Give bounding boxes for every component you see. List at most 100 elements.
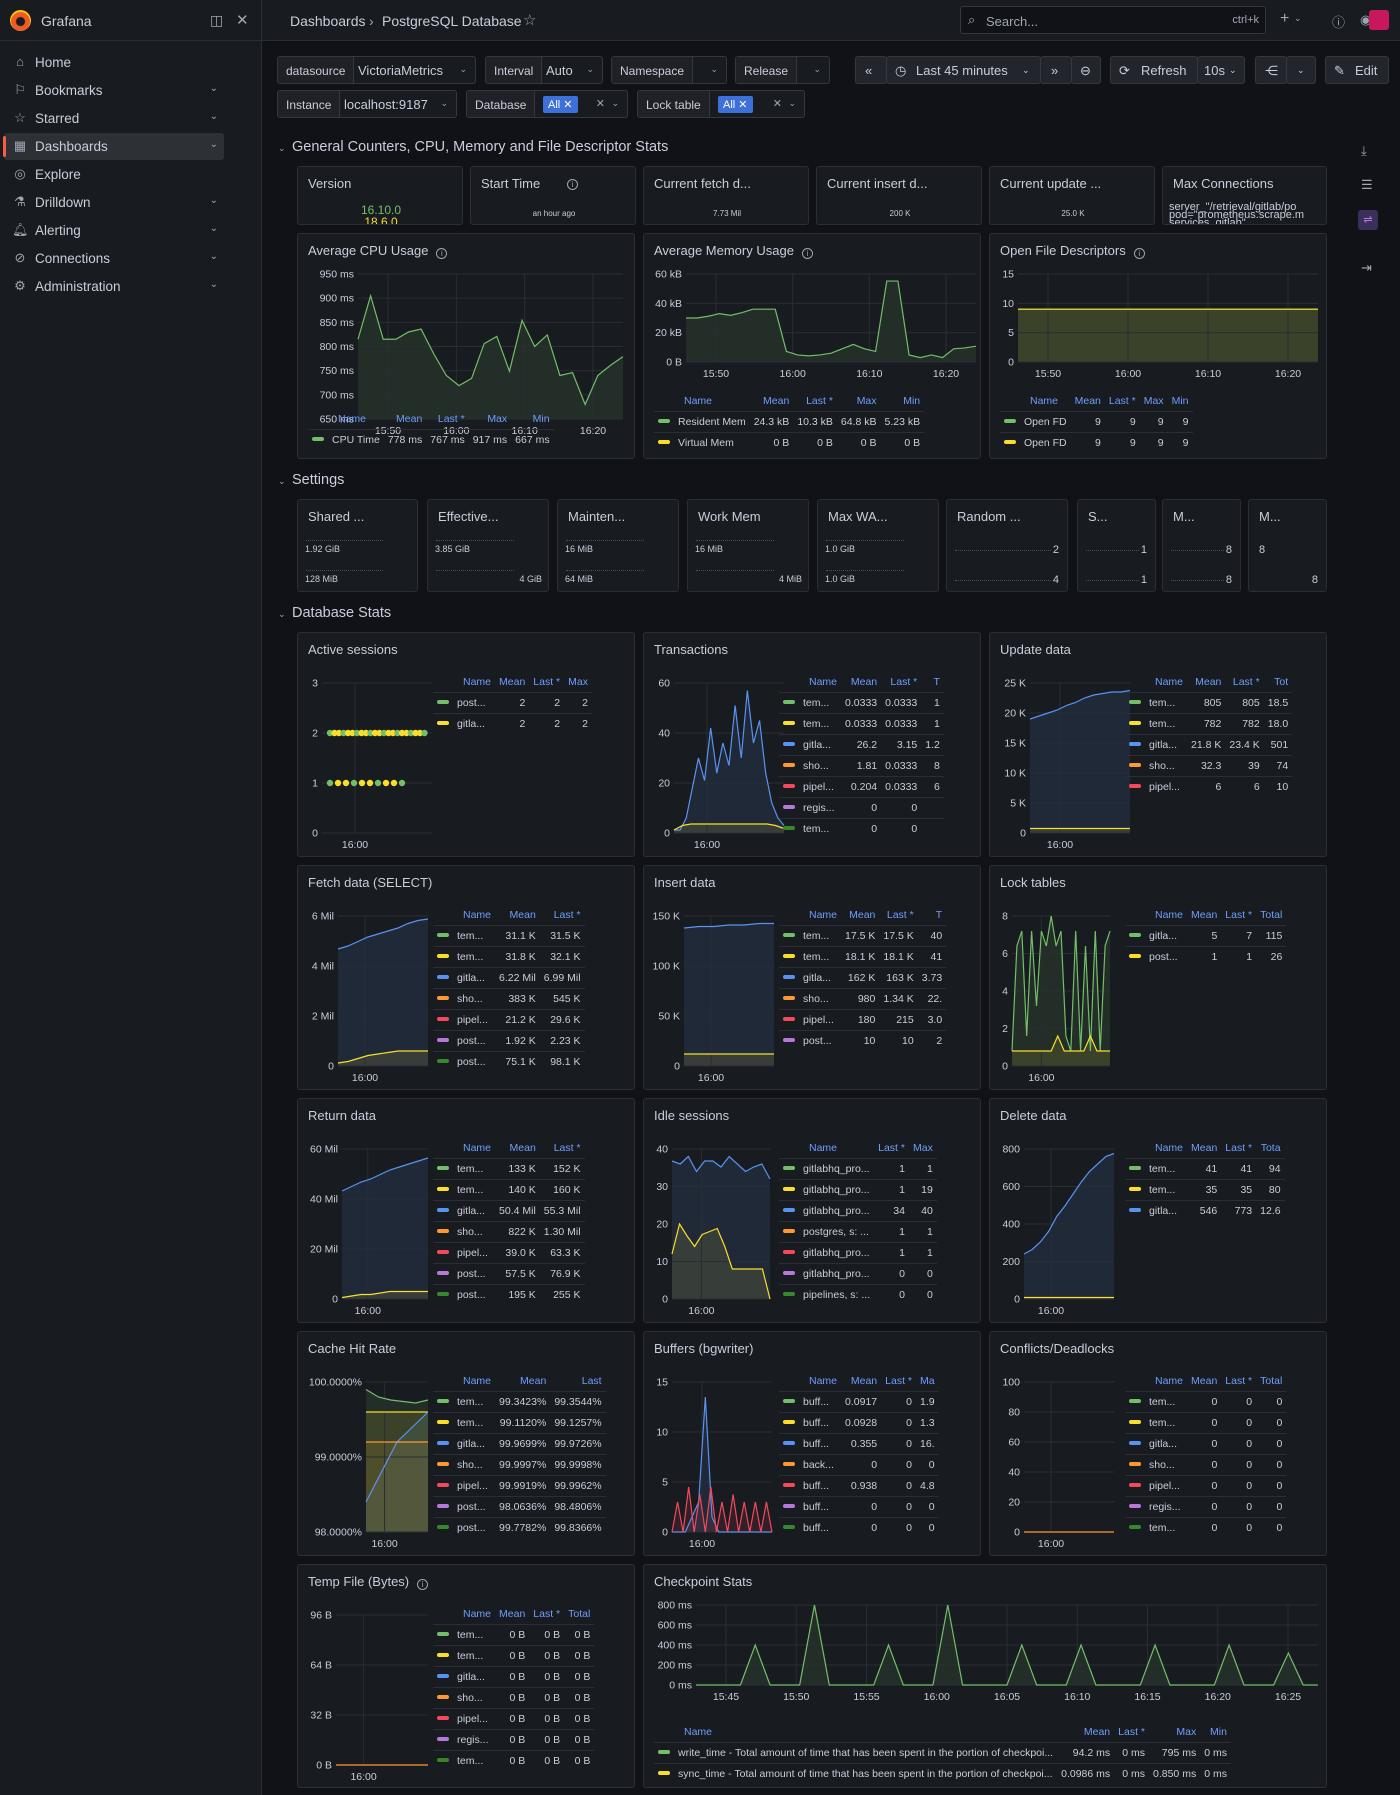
legend-row[interactable]: gitla... 6.22 Mil 6.99 Mil: [433, 966, 585, 988]
interval-picker[interactable]: Interval Auto ⌄: [485, 56, 603, 84]
panel-cpu[interactable]: Average CPU Usage i 950 ms 900 ms 850 ms 800 …: [297, 233, 635, 459]
setting-panel[interactable]: Max WA... 1.0 GiB 1.0 GiB: [817, 499, 939, 592]
export-icon[interactable]: ⤓: [1361, 143, 1367, 158]
legend-row[interactable]: gitla... 50.4 Mil 55.3 Mil: [433, 1199, 585, 1221]
legend-row[interactable]: tem... 0 0: [779, 817, 944, 839]
legend-row[interactable]: tem... 0 B 0 B 0 B: [433, 1749, 595, 1771]
share-menu-button[interactable]: ⌄: [1286, 56, 1316, 84]
info-icon[interactable]: i: [801, 248, 813, 259]
legend-row[interactable]: Virtual Mem 0 B 0 B 0 B 0 B: [654, 431, 925, 453]
setting-panel[interactable]: Work Mem 16 MiB 4 MiB: [687, 499, 809, 592]
legend-row[interactable]: gitlabhq_pro... 0 0: [779, 1262, 937, 1284]
legend-row[interactable]: pipel... 21.2 K 29.6 K: [433, 1008, 585, 1030]
legend-column-header[interactable]: Mean: [1083, 1725, 1111, 1738]
breadcrumb-dashboards[interactable]: Dashboards: [290, 13, 366, 29]
stat-panel[interactable]: Version 16.10.0 18.6.0: [297, 166, 463, 225]
legend-column-header[interactable]: Last *: [806, 394, 833, 407]
legend-row[interactable]: write_time - Total amount of time that h…: [654, 1741, 1231, 1763]
legend-row[interactable]: buff... 0.0928 0 1.3: [779, 1411, 939, 1433]
legend-row[interactable]: tem... 0 0 0: [1125, 1516, 1287, 1538]
legend-row[interactable]: post... 1.92 K 2.23 K: [433, 1029, 585, 1051]
legend-column-header[interactable]: Last *: [885, 1374, 912, 1387]
legend-row[interactable]: tem... 17.5 K 17.5 K 40: [779, 924, 947, 946]
legend-row[interactable]: tem... 0 B 0 B 0 B: [433, 1644, 595, 1666]
refresh-button[interactable]: ⟳ Refresh: [1110, 56, 1198, 84]
panel-conflicts[interactable]: Conflicts/Deadlocks 100 80 60 40 20 0 16:00 Name…: [989, 1331, 1327, 1556]
legend-column-header[interactable]: Max: [568, 675, 588, 688]
nav-bookmarks[interactable]: ⚐ Bookmarks ⌄: [4, 77, 224, 104]
database-chip[interactable]: All ✕: [543, 96, 578, 113]
legend-row[interactable]: Open FD 9 9 9 9: [1000, 410, 1193, 432]
row-dbstats[interactable]: ⌄ Database Stats: [278, 605, 391, 621]
legend-column-header[interactable]: Max: [1143, 394, 1164, 407]
legend-row[interactable]: buff... 0.938 0 4.8: [779, 1474, 939, 1496]
setting-panel[interactable]: Effective... 3.85 GiB 4 GiB: [427, 499, 549, 592]
legend-column-header[interactable]: Max: [912, 1141, 933, 1154]
legend-row[interactable]: pipel... 0 B 0 B 0 B: [433, 1707, 595, 1729]
stat-panel[interactable]: Current fetch d... 7.73 Mil: [643, 166, 809, 225]
legend-row[interactable]: tem... 133 K 152 K: [433, 1157, 585, 1179]
legend-row[interactable]: sho... 383 K 545 K: [433, 987, 585, 1009]
legend-row[interactable]: gitla... 2 2 2: [433, 712, 592, 734]
chevron-down-icon[interactable]: ⌄: [209, 223, 218, 234]
legend-column-header[interactable]: Min: [1210, 1725, 1227, 1738]
legend-column-header[interactable]: Name: [463, 1374, 492, 1387]
news-rss-icon[interactable]: ◉: [1360, 12, 1372, 27]
time-shift-back-button[interactable]: «: [855, 56, 887, 84]
legend-column-header[interactable]: Name: [1155, 1374, 1184, 1387]
legend-row[interactable]: gitla... 162 K 163 K 3.73: [779, 966, 947, 988]
legend-column-header[interactable]: Mean: [1191, 1374, 1218, 1387]
chevron-down-icon[interactable]: ⌄: [209, 139, 218, 150]
user-avatar[interactable]: [1369, 10, 1389, 30]
panel-buffers[interactable]: Buffers (bgwriter) 15 10 5 0 16:00 Name Mean Las…: [643, 1331, 981, 1556]
legend-column-header[interactable]: Mean: [509, 908, 536, 921]
panel-edit-icon[interactable]: ⇌: [1358, 210, 1378, 230]
legend-row[interactable]: sho... 0 0 0: [1125, 1453, 1287, 1475]
legend-column-header[interactable]: Max: [856, 394, 877, 407]
legend-row[interactable]: tem... 0 0 0: [1125, 1390, 1287, 1412]
legend-column-header[interactable]: Total: [568, 1607, 591, 1620]
legend-column-header[interactable]: Last *: [1225, 1374, 1253, 1387]
legend-column-header[interactable]: T: [935, 908, 943, 921]
panel-checkpoint[interactable]: Checkpoint Stats 800 ms 600 ms 400 ms 200 ms…: [643, 1564, 1327, 1788]
legend-row[interactable]: pipel... 0 0 0: [1125, 1474, 1287, 1496]
legend-row[interactable]: tem... 0.0333 0.0333 1: [779, 712, 944, 734]
legend-row[interactable]: tem... 782 782 18.0: [1125, 712, 1293, 734]
legend-row[interactable]: gitlabhq_pro... 1 19: [779, 1178, 937, 1200]
legend-row[interactable]: post... 99.7782% 99.8366%: [433, 1516, 606, 1538]
panel-fd[interactable]: Open File Descriptors i 15 10 5 0 15:50 16:00 16…: [989, 233, 1327, 459]
legend-row[interactable]: sho... 980 1.34 K 22.: [779, 987, 947, 1009]
legend-row[interactable]: pipel... 39.0 K 63.3 K: [433, 1241, 585, 1263]
info-icon[interactable]: i: [436, 248, 448, 259]
grafana-logo-icon[interactable]: [10, 10, 31, 31]
legend-column-header[interactable]: Ma: [920, 1374, 935, 1387]
panel-temp[interactable]: Temp File (Bytes) i 96 B 64 B 32 B 0 B 16:00 Na…: [297, 1564, 635, 1788]
row-general[interactable]: ⌄ General Counters, CPU, Memory and File …: [278, 139, 668, 155]
legend-column-header[interactable]: Name: [1155, 908, 1184, 921]
legend-column-header[interactable]: Mean: [850, 675, 878, 688]
legend-column-header[interactable]: Name: [1155, 1141, 1184, 1154]
panel-lock[interactable]: Lock tables 8 6 4 2 0 16:00 Name Mean Last * Total…: [989, 865, 1327, 1090]
legend-row[interactable]: gitlabhq_pro... 1 1: [779, 1157, 937, 1179]
share-button[interactable]: ⋲: [1255, 56, 1287, 84]
stat-panel[interactable]: Max Connections server_"/retrieval/gitlab…: [1162, 166, 1327, 225]
legend-row[interactable]: gitla... 99.9699% 99.9726%: [433, 1432, 606, 1454]
legend-column-header[interactable]: Mean: [1195, 675, 1222, 688]
legend-row[interactable]: tem... 35 35 80: [1125, 1178, 1285, 1200]
datasource-picker[interactable]: datasource VictoriaMetrics ⌄: [277, 56, 476, 84]
namespace-picker[interactable]: Namespace ⌄: [611, 56, 727, 84]
legend-column-header[interactable]: Mean: [499, 675, 526, 688]
legend-column-header[interactable]: Last *: [1225, 908, 1253, 921]
star-icon[interactable]: ☆: [523, 12, 537, 29]
panel-fetch[interactable]: Fetch data (SELECT) 6 Mil 4 Mil 2 Mil 0 16:00…: [297, 865, 635, 1090]
legend-column-header[interactable]: Last *: [1225, 1141, 1253, 1154]
legend-row[interactable]: gitla... 21.8 K 23.4 K 501: [1125, 733, 1293, 755]
row-settings[interactable]: ⌄ Settings: [278, 472, 344, 488]
panel-delete[interactable]: Delete data 800 600 400 200 0 16:00 Name Mean Las…: [989, 1098, 1327, 1323]
setting-panel[interactable]: Random ... 2 4: [946, 499, 1068, 592]
legend-row[interactable]: post... 195 K 255 K: [433, 1283, 585, 1305]
panel-idle[interactable]: Idle sessions 40 30 20 10 0 16:00 Name Last * Max…: [643, 1098, 981, 1323]
refresh-interval-picker[interactable]: 10s ⌄: [1197, 56, 1245, 84]
legend-column-header[interactable]: Mean: [1074, 394, 1101, 407]
